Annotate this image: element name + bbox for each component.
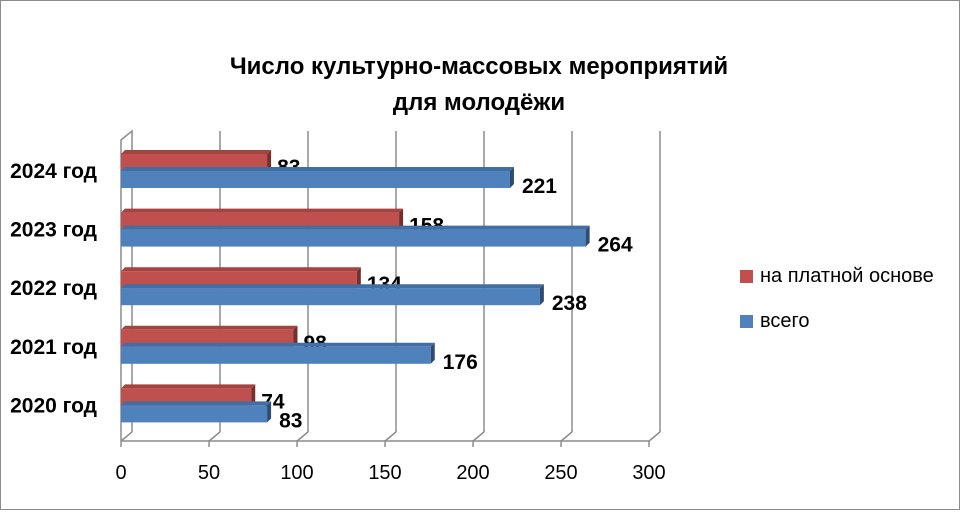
x-tick-label: 50 xyxy=(198,462,220,484)
legend-swatch xyxy=(740,315,753,328)
bar-total xyxy=(121,167,514,188)
bar-end-face xyxy=(399,208,404,230)
bar-end-face xyxy=(251,384,256,406)
x-tick-label: 100 xyxy=(280,462,313,484)
bar-paid xyxy=(121,267,361,289)
category-label: 2022 год xyxy=(10,277,97,300)
bar-top-face xyxy=(121,284,544,289)
bar-front-face xyxy=(121,329,294,347)
data-label: 264 xyxy=(598,234,633,257)
category-label: 2020 год xyxy=(10,394,97,417)
legend-swatch xyxy=(740,270,753,283)
category-label: 2024 год xyxy=(10,160,97,183)
floor-gridline xyxy=(560,431,573,442)
bar-end-face xyxy=(585,225,590,247)
data-label: 83 xyxy=(279,409,302,432)
bar-total xyxy=(121,225,590,247)
bar-end-face xyxy=(539,284,544,306)
bar-front-face xyxy=(121,229,586,247)
bar-end-face xyxy=(509,167,514,188)
floor-gridline xyxy=(296,431,309,442)
bar-end-face xyxy=(293,325,298,347)
legend-label: на платной основе xyxy=(760,265,934,287)
x-tick-label: 0 xyxy=(115,462,126,484)
legend: на платной основе всего xyxy=(740,265,934,332)
data-label: 238 xyxy=(552,292,587,315)
bar-front-face xyxy=(121,154,268,171)
floor-gridline xyxy=(648,431,661,442)
chart-title-line-1: Число культурно-массовых мероприятий xyxy=(230,53,728,80)
bar-top-face xyxy=(121,342,435,347)
bar-top-face xyxy=(121,325,298,330)
bar-paid xyxy=(121,150,272,171)
category-label: 2023 год xyxy=(10,219,97,242)
bar-total xyxy=(121,342,435,364)
bar-top-face xyxy=(121,401,272,406)
floor-gridline xyxy=(120,431,133,442)
bar-top-face xyxy=(121,384,256,389)
bar-end-face xyxy=(356,267,361,289)
x-tick-label: 300 xyxy=(632,462,665,484)
bar-end-face xyxy=(430,342,435,364)
bar-paid xyxy=(121,325,298,347)
x-tick-label: 150 xyxy=(368,462,401,484)
bar-end-face xyxy=(267,401,272,423)
floor-gridline xyxy=(208,431,221,442)
chart-title-line-2: для молодёжи xyxy=(393,89,565,116)
bar-front-face xyxy=(121,346,431,364)
bar-front-face xyxy=(121,288,540,306)
data-label: 221 xyxy=(522,175,557,198)
bar-front-face xyxy=(121,212,400,230)
x-tick-label: 250 xyxy=(544,462,577,484)
bar-paid xyxy=(121,384,256,406)
bar-end-face xyxy=(267,150,272,171)
data-label: 176 xyxy=(443,351,478,374)
bar-front-face xyxy=(121,171,510,188)
floor-gridline xyxy=(384,431,397,442)
bar-top-face xyxy=(121,150,272,154)
category-label: 2021 год xyxy=(10,336,97,359)
legend-label: всего xyxy=(760,310,810,332)
bar-top-face xyxy=(121,167,514,171)
bar-front-face xyxy=(121,405,268,423)
x-tick-label: 200 xyxy=(456,462,489,484)
bar-front-face xyxy=(121,271,357,289)
bar-top-face xyxy=(121,208,404,213)
bar-front-face xyxy=(121,388,252,406)
floor-gridline xyxy=(472,431,485,442)
bar-total xyxy=(121,401,272,423)
bar-paid xyxy=(121,208,404,230)
bar-total xyxy=(121,284,544,306)
bar-top-face xyxy=(121,267,361,272)
bar-top-face xyxy=(121,225,590,230)
